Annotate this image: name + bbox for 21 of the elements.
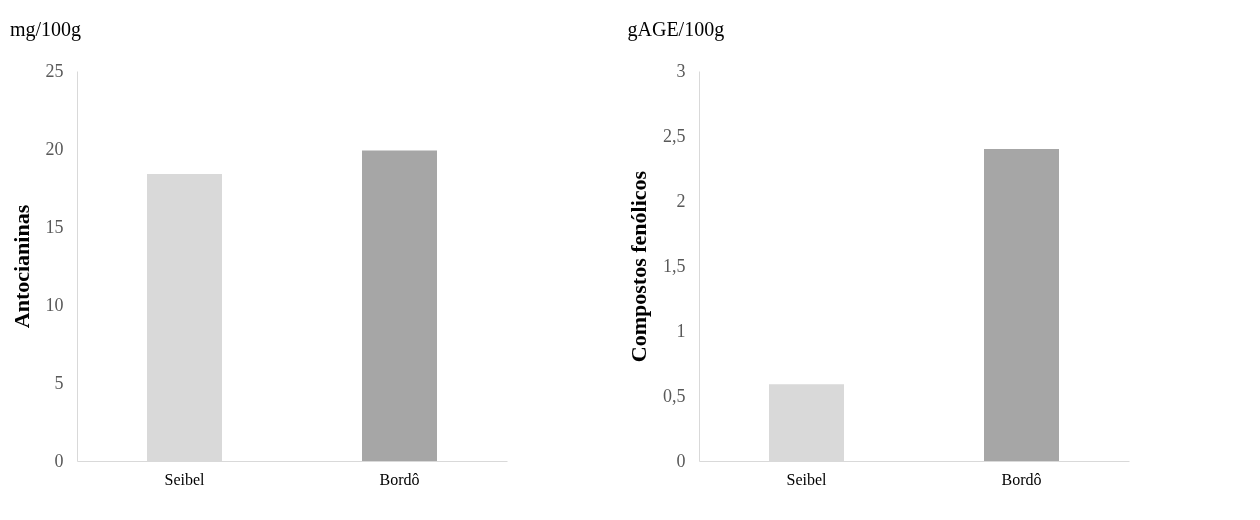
x-tick-label: Bordô <box>1001 470 1042 488</box>
y-tick-label: 1 <box>676 320 686 341</box>
x-tick-label: Seibel <box>786 470 828 488</box>
y-tick-label: 2 <box>676 190 686 211</box>
x-tick-label: Bordô <box>379 470 420 488</box>
y-tick-label: 0 <box>676 450 686 471</box>
y-tick-label: 3 <box>676 60 686 81</box>
y-tick-label: 0 <box>54 450 64 471</box>
y-tick-label: 1,5 <box>663 255 686 276</box>
y-axis-title: Compostos fenólicos <box>626 170 651 363</box>
y-axis-title: Antocianinas <box>8 204 34 329</box>
chart-title: mg/100g <box>10 18 82 41</box>
x-tick-label: Seibel <box>164 470 206 488</box>
y-tick-label: 25 <box>45 60 64 81</box>
y-tick-label: 10 <box>45 294 64 315</box>
y-tick-label: 5 <box>54 372 64 393</box>
y-tick-label: 15 <box>45 216 64 237</box>
chart-title: gAGE/100g <box>627 18 725 41</box>
y-tick-label: 20 <box>45 138 64 159</box>
y-tick-label: 2,5 <box>663 125 686 146</box>
y-tick-label: 0,5 <box>663 385 686 406</box>
